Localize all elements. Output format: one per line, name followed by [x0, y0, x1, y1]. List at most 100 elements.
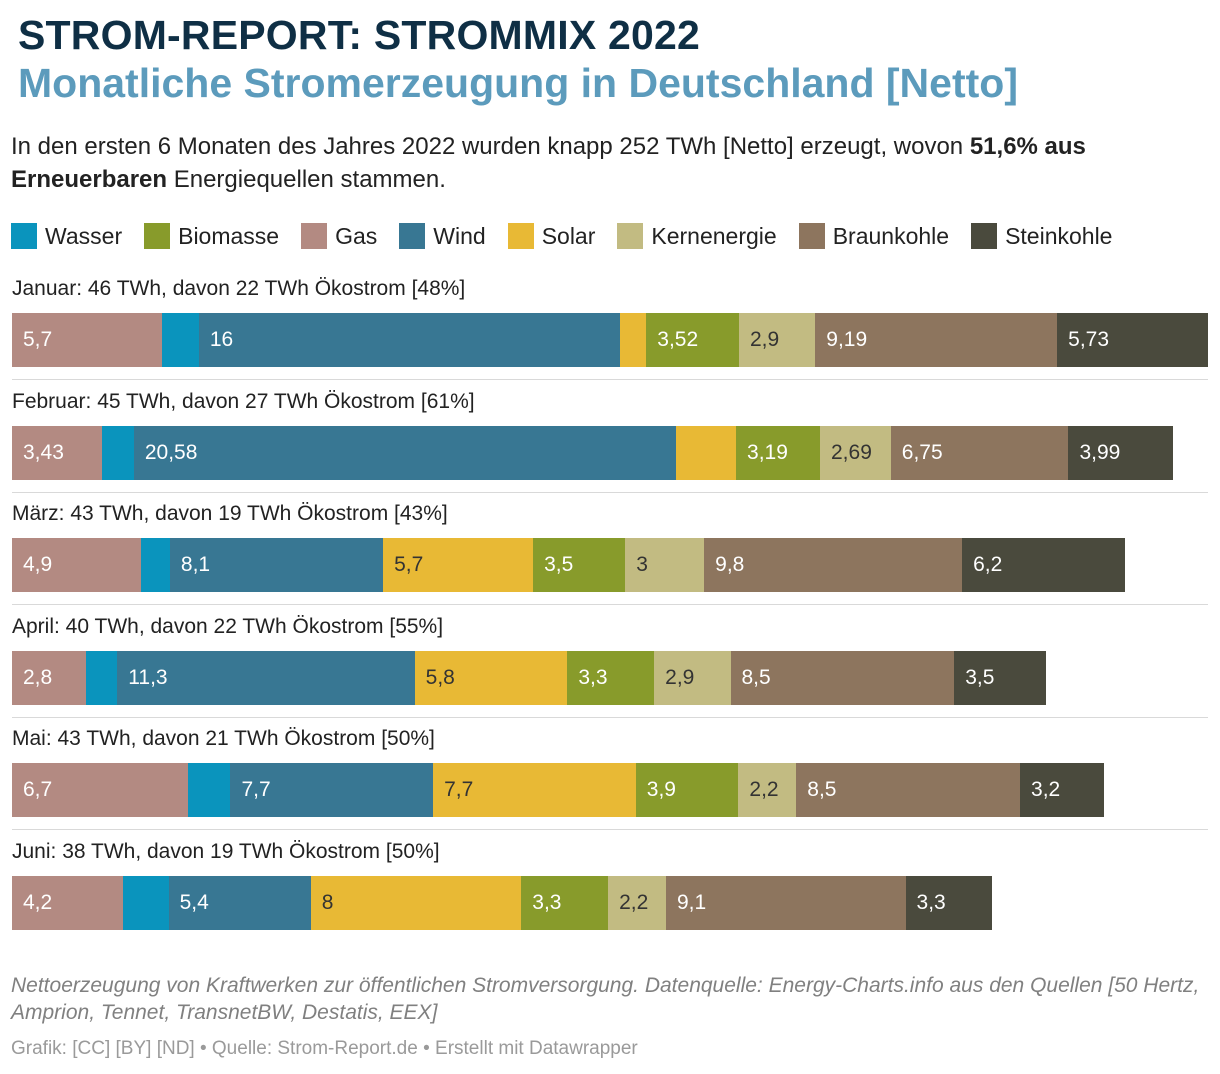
bar-segment-biomasse: 3,3	[567, 650, 655, 705]
chart-title: STROM-REPORT: STROMMIX 2022	[18, 12, 700, 58]
bar-value-label: 6,75	[901, 440, 943, 464]
bar-value-label: 3,43	[23, 440, 64, 464]
bar-segment-steinkohle: 3,99	[1068, 425, 1174, 480]
bar-segment-gas: 6,7	[12, 763, 189, 817]
bar-value-label: 8	[321, 890, 334, 914]
bar-value-label: 7,7	[444, 778, 474, 801]
row-separator	[12, 379, 1208, 380]
bar-value-label: 8,1	[180, 553, 211, 576]
legend-item: Solar	[507, 222, 596, 250]
bar-value-label: 9,8	[715, 553, 745, 576]
legend-swatch	[144, 223, 171, 249]
bar-segment-kernenergie: 2,2	[738, 763, 797, 817]
legend-label: Gas	[335, 222, 378, 249]
intro-text: In den ersten 6 Monaten des Jahres 2022 …	[11, 130, 1206, 196]
legend-label: Wind	[433, 222, 486, 249]
bar-value-label: 2,2	[619, 890, 649, 914]
intro-text-part2: Energiequellen stammen.	[167, 166, 446, 193]
legend-label: Braunkohle	[832, 222, 950, 249]
legend-item: Steinkohle	[971, 223, 1112, 250]
bar-value-label: 3,3	[916, 890, 946, 914]
stacked-bar: 2,8 11,3 5,8 3,3 2,9 8,5 3,5	[12, 650, 1047, 705]
bar-value-label: 2,69	[831, 440, 872, 464]
bar-value-label: 6,7	[23, 778, 53, 801]
chart-subtitle: Monatliche Stromerzeugung in Deutschland…	[18, 60, 1018, 106]
stacked-bar: 3,43 20,58 3,19 2,69 6,75 3,99	[12, 425, 1174, 480]
bar-segment-solar: 8	[310, 875, 522, 930]
bar-value-label: 2,9	[665, 665, 695, 689]
stacked-bar: 5,7 16 3,52 2,9 9,19 5,73	[12, 313, 1208, 367]
legend-item: Biomasse	[144, 223, 279, 250]
bar-segment-biomasse: 3,19	[736, 425, 820, 480]
bar-segment-wasser	[85, 650, 118, 705]
legend-item: Wind	[399, 222, 486, 250]
bar-value-label: 11,3	[128, 665, 168, 689]
bar-segment-kernenergie: 2,2	[608, 875, 666, 930]
legend-swatch	[971, 223, 998, 249]
bar-value-label: 3,19	[747, 440, 788, 464]
bar-segment-biomasse: 3,52	[646, 313, 739, 367]
intro-text-bold: 51,6% aus Erneuerbaren	[11, 133, 1086, 193]
bar-segment-steinkohle: 3,5	[954, 650, 1047, 705]
bar-segment-braunkohle: 8,5	[730, 650, 955, 705]
bar-value-label: 9,19	[826, 328, 868, 351]
bar-value-label: 7,7	[241, 778, 271, 801]
bar-value-label: 3,2	[1031, 778, 1061, 801]
legend-swatch	[507, 223, 534, 249]
bar-segment-wasser	[188, 763, 231, 817]
bar-segment-wasser	[102, 425, 134, 480]
bar-segment-braunkohle: 9,1	[666, 875, 906, 930]
legend-label: Wasser	[45, 222, 123, 249]
bar-segment-kernenergie: 2,9	[654, 650, 731, 705]
bar-value-label: 5,7	[394, 553, 424, 576]
bar-row-label: April: 40 TWh, davon 22 TWh Ökostrom [55…	[12, 614, 444, 638]
bar-segment-braunkohle: 8,5	[796, 763, 1021, 817]
bar-segment-wind: 11,3	[117, 650, 415, 705]
legend-label: Solar	[541, 222, 596, 249]
legend-label: Kernenergie	[651, 222, 777, 249]
row-separator	[12, 491, 1208, 493]
bar-value-label: 2,2	[749, 778, 779, 801]
bar-segment-gas: 2,8	[12, 650, 86, 705]
bar-segment-wind: 8,1	[169, 538, 384, 592]
bar-value-label: 3,9	[646, 778, 676, 801]
bar-row-label: Januar: 46 TWh, davon 22 TWh Ökostrom [4…	[12, 277, 466, 300]
bar-segment-biomasse: 3,3	[521, 875, 609, 930]
legend-swatch	[798, 223, 825, 249]
credit-line: Grafik: [CC] [BY] [ND] • Quelle: Strom-R…	[11, 1038, 638, 1059]
legend-label: Steinkohle	[1005, 222, 1113, 249]
row-separator	[12, 829, 1208, 830]
bar-value-label: 3	[636, 553, 648, 576]
legend-swatch	[11, 223, 37, 249]
bar-value-label: 8,5	[807, 778, 837, 801]
bar-segment-braunkohle: 9,19	[815, 313, 1058, 367]
bar-value-label: 5,7	[23, 328, 53, 351]
bar-segment-wasser	[122, 875, 169, 930]
bar-segment-kernenergie: 2,69	[820, 425, 891, 480]
stacked-bar: 4,2 5,4 8 3,3 2,2 9,1 3,3	[12, 875, 993, 930]
bar-segment-gas: 3,43	[12, 425, 103, 480]
bar-segment-biomasse: 3,9	[635, 763, 739, 817]
bar-segment-braunkohle: 9,8	[704, 538, 963, 592]
bar-segment-biomasse: 3,5	[533, 538, 626, 592]
legend-swatch	[399, 223, 426, 249]
bar-value-label: 9,1	[677, 890, 707, 914]
bar-row-label: Februar: 45 TWh, davon 27 TWh Ökostrom […	[12, 389, 475, 413]
bar-segment-braunkohle: 6,75	[890, 425, 1069, 480]
bar-segment-wind: 5,4	[168, 875, 311, 930]
bar-value-label: 3,3	[578, 665, 608, 689]
legend-item: Wasser	[11, 223, 122, 250]
bar-segment-wasser	[162, 313, 199, 367]
bar-segment-solar	[675, 425, 737, 480]
bar-value-label: 3,52	[657, 328, 699, 351]
row-separator	[12, 604, 1208, 605]
bar-segment-wind: 16	[198, 313, 620, 367]
legend-swatch	[301, 223, 328, 249]
row-separator	[12, 716, 1208, 718]
stacked-bar: 4,9 8,1 5,7 3,5 3 9,8 6,2	[12, 538, 1126, 592]
bar-value-label: 5,8	[425, 665, 455, 689]
bar-segment-wind: 7,7	[230, 763, 434, 817]
bar-segment-wind: 20,58	[133, 425, 676, 480]
legend-swatch	[617, 223, 644, 249]
